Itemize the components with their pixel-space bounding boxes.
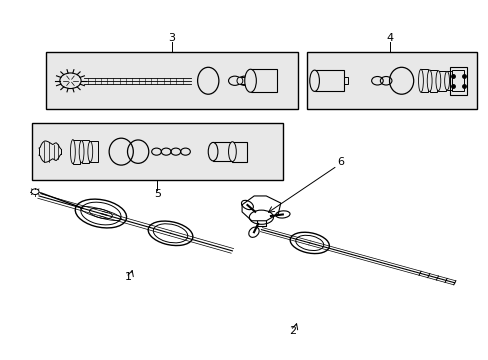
Bar [429, 70, 436, 91]
Bar [449, 67, 466, 95]
Ellipse shape [444, 71, 448, 90]
Bar [250, 69, 277, 92]
Bar [81, 140, 89, 163]
Bar [213, 143, 232, 161]
Text: 3: 3 [168, 33, 175, 43]
Bar [46, 53, 297, 109]
Bar [232, 142, 246, 162]
Ellipse shape [88, 141, 93, 162]
Bar [420, 69, 427, 92]
Ellipse shape [228, 142, 236, 162]
Ellipse shape [418, 69, 423, 92]
Ellipse shape [208, 143, 218, 161]
Text: 2: 2 [289, 326, 296, 336]
Bar [240, 77, 246, 84]
Bar [314, 70, 343, 91]
Text: 1: 1 [125, 273, 132, 283]
Text: 4: 4 [385, 33, 392, 43]
Ellipse shape [427, 70, 431, 91]
Text: 6: 6 [337, 157, 344, 167]
Ellipse shape [435, 71, 440, 91]
Ellipse shape [70, 140, 75, 164]
Bar [343, 77, 348, 84]
Bar [307, 53, 476, 109]
Ellipse shape [244, 69, 256, 92]
Bar [73, 140, 80, 164]
Bar [437, 71, 445, 91]
Ellipse shape [309, 70, 319, 91]
Bar [32, 123, 283, 180]
Bar [90, 141, 97, 162]
Ellipse shape [237, 77, 243, 84]
Ellipse shape [79, 140, 84, 163]
Bar [451, 70, 464, 91]
Bar [446, 71, 453, 90]
Text: 5: 5 [154, 189, 161, 199]
